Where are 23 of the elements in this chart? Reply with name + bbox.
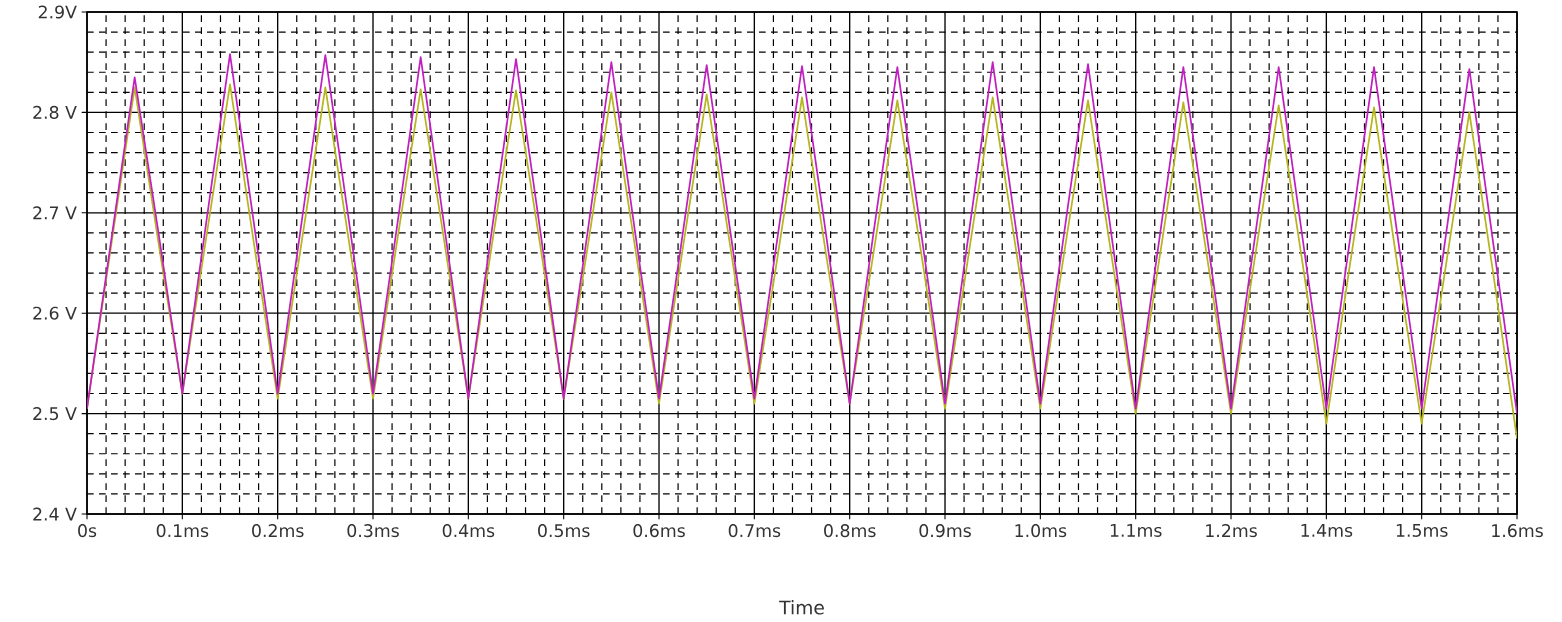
x-tick-label: 0.6ms bbox=[633, 524, 685, 538]
x-tick-label: 0.8ms bbox=[824, 524, 876, 538]
x-tick-label: 1.0ms bbox=[1015, 524, 1067, 538]
x-tick-label: 0s bbox=[78, 524, 97, 538]
x-tick-label: 0.7ms bbox=[728, 524, 781, 538]
y-tick-label: 2.4 V bbox=[33, 507, 77, 521]
x-tick-label: 0.5ms bbox=[538, 524, 590, 538]
x-tick-label: 1.6ms bbox=[1492, 524, 1543, 538]
x-tick-label: 0.9ms bbox=[919, 524, 971, 538]
y-tick-label: 2.8 V bbox=[33, 105, 77, 119]
x-tick-label: 1.4ms bbox=[1301, 524, 1353, 537]
y-tick-label: 2.9V bbox=[38, 5, 77, 19]
y-tick-label: 2.7 V bbox=[33, 206, 77, 220]
x-tick-label: 0.3ms bbox=[347, 524, 399, 538]
x-tick-label: 1.5ms bbox=[1396, 524, 1448, 537]
x-tick-label: 1.2ms bbox=[1206, 524, 1257, 538]
x-axis-title: Time bbox=[779, 600, 824, 615]
x-tick-label: 0.4ms bbox=[442, 524, 495, 538]
y-tick-label: 2.5 V bbox=[33, 407, 77, 421]
x-tick-label: 1.1ms bbox=[1110, 524, 1162, 537]
y-tick-label: 2.6 V bbox=[33, 306, 77, 320]
x-tick-label: 0.2ms bbox=[252, 524, 304, 538]
x-tick-label: 0.1ms bbox=[156, 524, 209, 538]
